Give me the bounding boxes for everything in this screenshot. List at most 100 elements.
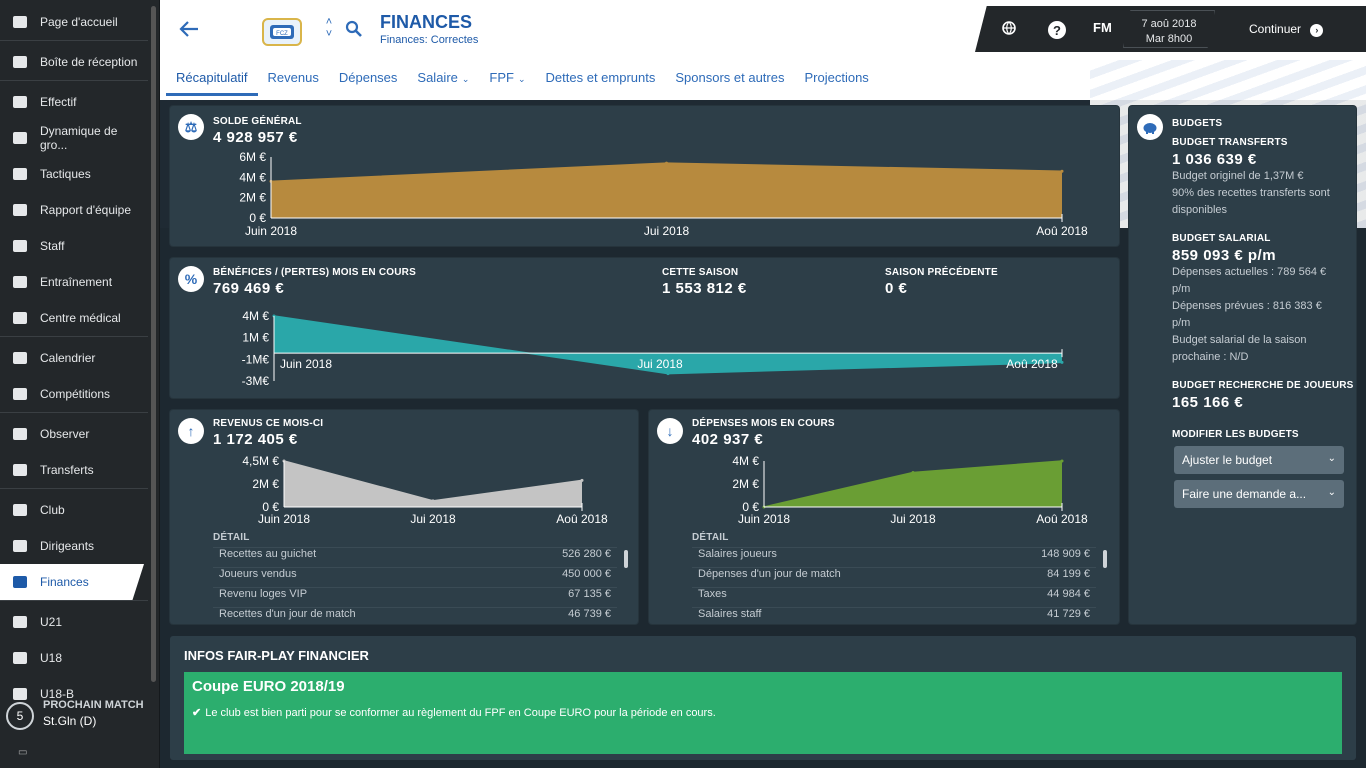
detail-row-amount: 526 280 € <box>562 548 611 560</box>
tab-salaire[interactable]: Salaire ⌄ <box>407 62 479 96</box>
income-detail-label: DÉTAIL <box>213 532 250 543</box>
arrow-down-icon: ↓ <box>657 418 683 444</box>
chart-area <box>764 461 1062 507</box>
percent-icon: % <box>178 266 204 292</box>
wage-planned-unit: p/m <box>1172 317 1191 329</box>
detail-row: Taxes 44 984 € <box>692 587 1096 607</box>
ffp-message-text: Le club est bien parti pour se conformer… <box>205 707 716 719</box>
y-tick-label: 0 € <box>742 500 759 514</box>
sidebar-item-staff[interactable]: Staff <box>0 228 148 264</box>
chevron-right-icon: › <box>1310 24 1324 37</box>
sidebar-item-label: Rapport d'équipe <box>40 203 132 217</box>
tab-r-capitulatif[interactable]: Récapitulatif <box>166 62 258 96</box>
sidebar-item-squad[interactable]: Effectif <box>0 84 148 120</box>
budgets-title: BUDGETS <box>1172 118 1223 129</box>
detail-row: Joueurs vendus 450 000 € <box>213 567 617 587</box>
chevron-up-icon[interactable]: ˄ <box>325 16 333 28</box>
sidebar-divider <box>0 412 148 413</box>
sidebar-scrollbar[interactable] <box>151 6 156 682</box>
transfer-budget-percent: 90% des recettes transferts sont <box>1172 187 1330 199</box>
next-match-widget[interactable]: 5 PROCHAIN MATCH St.Gln (D) <box>0 694 160 742</box>
sidebar-item-label: Finances <box>40 575 89 589</box>
finances-icon <box>0 574 40 590</box>
transfer-budget-available: disponibles <box>1172 204 1228 216</box>
detail-row: Salaires staff 41 729 € <box>692 607 1096 624</box>
transfers-icon <box>0 462 40 478</box>
inbox-icon <box>0 54 40 70</box>
data-point <box>1060 459 1064 463</box>
tab-dettes-et-emprunts[interactable]: Dettes et emprunts <box>536 62 666 96</box>
sidebar-item-briefcase[interactable]: Dirigeants <box>0 528 148 564</box>
sidebar-divider <box>0 600 148 601</box>
next-match-title: PROCHAIN MATCH <box>43 699 144 711</box>
sidebar-item-finances[interactable]: Finances <box>0 564 144 600</box>
detail-row-amount: 41 729 € <box>1047 608 1090 620</box>
transfer-budget-original: Budget originel de 1,37M € <box>1172 170 1304 182</box>
continue-label: Continuer <box>1249 22 1302 36</box>
sidebar-item-dynamics[interactable]: Dynamique de gro... <box>0 120 148 156</box>
expenses-label: DÉPENSES MOIS EN COURS <box>692 418 835 429</box>
sidebar-item-label: Boîte de réception <box>40 55 138 69</box>
detail-row-name: Salaires staff <box>698 608 762 620</box>
request-budget-dropdown[interactable]: Faire une demande a... ⌄ <box>1174 480 1344 508</box>
sidebar-item-report[interactable]: Rapport d'équipe <box>0 192 148 228</box>
sidebar-item-home[interactable]: Page d'accueil <box>0 4 148 40</box>
next-match-days: 5 <box>6 702 34 730</box>
tab-revenus[interactable]: Revenus <box>258 62 329 96</box>
detail-row-name: Joueurs vendus <box>219 568 297 580</box>
sidebar-item-u18b[interactable]: U18-B <box>0 676 148 712</box>
season-value: 1 553 812 € <box>662 280 747 297</box>
sidebar-item-u18[interactable]: U18 <box>0 640 148 676</box>
sidebar-item-trophy[interactable]: Compétitions <box>0 376 148 412</box>
sidebar-divider <box>0 80 148 81</box>
y-tick-label: 2M € <box>239 191 266 205</box>
sidebar-item-training[interactable]: Entraînement <box>0 264 148 300</box>
expenses-value: 402 937 € <box>692 431 764 448</box>
x-tick-label: Jui 2018 <box>644 224 690 238</box>
search-icon[interactable] <box>345 20 363 43</box>
detail-row: Dépenses d'un jour de match 84 199 € <box>692 567 1096 587</box>
sidebar-item-club[interactable]: Club <box>0 492 148 528</box>
sidebar-item-transfers[interactable]: Transferts <box>0 452 148 488</box>
fm-menu-button[interactable]: FM <box>1093 20 1112 35</box>
tab-projections[interactable]: Projections <box>794 62 878 96</box>
tab-d-penses[interactable]: Dépenses <box>329 62 408 96</box>
tab-sponsors-et-autres[interactable]: Sponsors et autres <box>665 62 794 96</box>
ffp-title: INFOS FAIR-PLAY FINANCIER <box>184 648 369 663</box>
sidebar-item-u21[interactable]: U21 <box>0 604 148 640</box>
expenses-detail-scrollbar[interactable] <box>1103 550 1107 568</box>
help-icon[interactable]: ? <box>1047 20 1067 43</box>
continue-button[interactable]: Continuer › <box>1249 22 1324 37</box>
adjust-budget-dropdown[interactable]: Ajuster le budget ⌄ <box>1174 446 1344 474</box>
y-tick-label: -3M€ <box>242 374 270 388</box>
modify-budgets-label: MODIFIER LES BUDGETS <box>1172 429 1299 440</box>
sidebar-item-label: Dynamique de gro... <box>39 124 118 152</box>
previous-season-label: SAISON PRÉCÉDENTE <box>885 267 998 278</box>
club-switch-arrows[interactable]: ˄ ˅ <box>322 16 336 40</box>
sidebar-item-tactics[interactable]: Tactiques <box>0 156 148 192</box>
wage-planned: Dépenses prévues : 816 383 € <box>1172 300 1322 312</box>
detail-row: Recettes d'un jour de match 46 739 € <box>213 607 617 624</box>
trophy-icon <box>0 386 40 402</box>
y-tick-label: 0 € <box>262 500 279 514</box>
income-chart: 4,5M € 2M € 0 €Juin 2018 Jui 2018 Aoû 2018 <box>242 454 608 526</box>
x-tick-label: Jui 2018 <box>637 357 683 371</box>
club-crest[interactable]: FCZ <box>262 18 302 46</box>
y-tick-label: 4M € <box>239 170 266 184</box>
income-detail-scrollbar[interactable] <box>624 550 628 568</box>
tab-fpf[interactable]: FPF ⌄ <box>479 62 535 96</box>
calendar-icon <box>0 350 40 366</box>
back-arrow-icon[interactable] <box>178 19 200 45</box>
sidebar-item-medical[interactable]: Centre médical <box>0 300 148 336</box>
sidebar-item-inbox[interactable]: Boîte de réception <box>0 44 148 80</box>
data-point <box>1060 360 1064 364</box>
sidebar-footer-icon[interactable]: ▭ <box>18 747 28 758</box>
globe-icon[interactable] <box>1001 20 1017 39</box>
home-icon <box>0 14 40 30</box>
sidebar-item-scout[interactable]: Observer <box>0 416 148 452</box>
sidebar-item-calendar[interactable]: Calendrier <box>0 340 148 376</box>
chevron-down-icon[interactable]: ˅ <box>325 28 333 40</box>
ffp-competition: Coupe EURO 2018/19 <box>192 678 345 695</box>
transfer-budget-value: 1 036 639 € <box>1172 151 1257 168</box>
wage-current: Dépenses actuelles : 789 564 € <box>1172 266 1327 278</box>
